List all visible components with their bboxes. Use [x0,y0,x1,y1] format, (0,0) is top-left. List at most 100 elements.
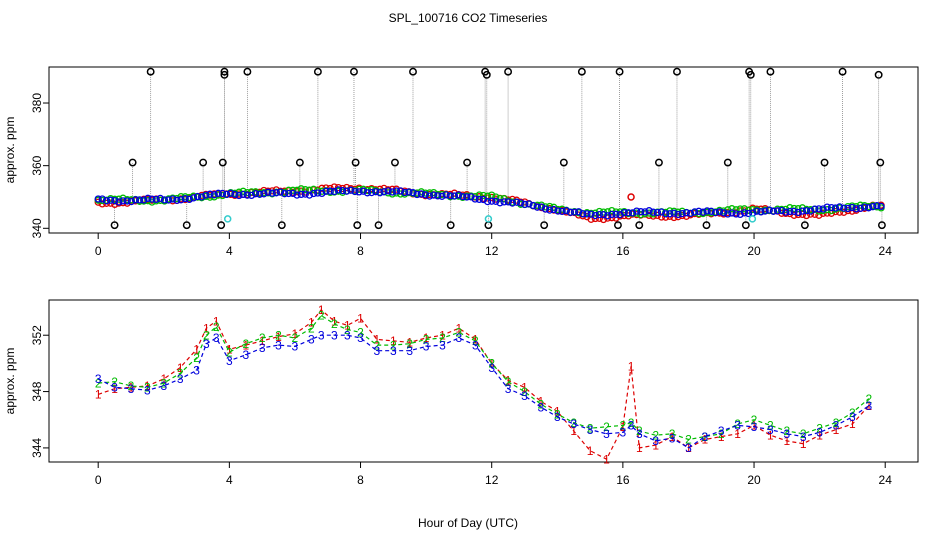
series-marker: 3 [669,431,676,445]
series-marker: 2 [292,331,299,345]
series-marker: 1 [456,321,463,335]
series-marker: 2 [800,427,807,441]
data-point [239,187,247,195]
data-point [454,191,463,199]
series-marker: 3 [292,340,299,354]
data-point [496,199,504,207]
data-point [475,191,483,199]
data-point [380,188,388,196]
data-point [773,207,782,215]
x-tick-label: 24 [879,244,893,258]
data-point [388,188,396,196]
series-marker: 3 [833,419,840,433]
outlier-point [615,67,624,76]
series-marker: 2 [203,328,210,342]
data-point [148,195,156,203]
data-point [637,208,645,216]
outlier-point [446,221,455,230]
data-point [475,195,483,204]
series-marker: 1 [128,381,135,395]
series-marker: 2 [390,338,397,352]
series-marker: 2 [318,309,325,323]
data-point [471,195,479,203]
data-point [463,193,471,201]
data-point [202,191,210,199]
series-marker: 3 [865,399,872,413]
x-tick-label: 4 [226,473,233,487]
data-point [144,194,152,202]
data-point [674,210,682,219]
series-marker: 1 [751,419,758,433]
outlier-point [766,67,775,76]
data-point [119,197,127,205]
data-point [231,190,239,199]
data-point [749,205,757,214]
data-point [599,211,608,219]
outlier-point [243,67,252,76]
data-point [301,186,309,194]
series-marker: 3 [406,344,413,358]
series-marker: 1 [160,372,167,386]
data-point [177,196,185,204]
data-point [355,188,363,196]
x-axis-label: Hour of Day (UTC) [418,516,518,530]
data-point [222,190,231,199]
series-marker: 1 [521,381,528,395]
data-point [550,205,558,214]
series-marker: 1 [833,423,840,437]
series-marker: 1 [331,314,338,328]
data-point [272,189,280,197]
series-marker: 1 [177,361,184,375]
data-point [682,209,691,217]
series-marker: 1 [111,382,118,396]
data-point [285,189,293,198]
series-marker: 3 [390,344,397,358]
series-marker: 3 [374,344,381,358]
data-point [662,210,670,218]
series-marker: 2 [213,320,220,334]
series-marker: 1 [203,321,210,335]
series-marker: 3 [331,328,338,342]
data-point [98,195,106,203]
flag-point [748,215,757,223]
series-marker: 3 [734,419,741,433]
series-marker: 2 [488,357,495,371]
data-point [446,192,454,200]
series-marker: 2 [177,367,184,381]
data-point [106,196,115,204]
data-point [612,210,620,218]
outlier-point [295,158,304,167]
series-marker: 3 [203,337,210,351]
series-marker: 2 [344,323,351,337]
data-point [566,208,575,216]
data-point [620,209,628,217]
series-marker: 1 [390,334,397,348]
data-point [856,201,865,209]
data-point [417,190,425,198]
data-point [587,210,595,218]
data-point [740,205,749,213]
data-point [131,196,140,204]
data-point [425,192,434,200]
data-point [753,207,761,215]
data-point [616,211,624,219]
y-tick-label: 360 [30,155,44,175]
series-marker: 3 [800,430,807,444]
x-tick-label: 4 [226,244,233,258]
data-point [243,191,251,199]
series-marker: 2 [406,337,413,351]
data-point [546,206,554,214]
x-tick-label: 8 [357,244,364,258]
series-marker: 3 [521,389,528,403]
data-point [297,190,305,199]
data-point [728,209,736,217]
series-marker: 3 [636,427,643,441]
outlier-point [654,158,663,167]
data-point [819,205,827,213]
outlier-point [350,67,358,76]
outlier-point [110,221,119,230]
series-marker: 2 [816,421,823,435]
data-point [840,204,848,212]
outlier-point [746,70,755,79]
